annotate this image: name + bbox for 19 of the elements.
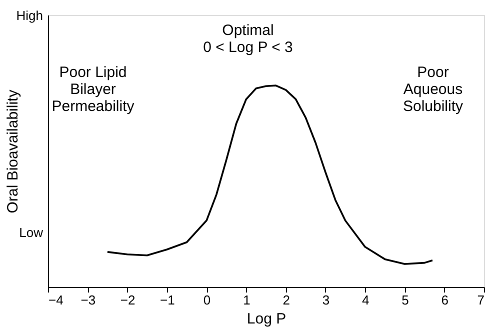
x-tick-label: 1 — [243, 292, 250, 308]
annotation: Poor Aqueous Solubility — [402, 64, 464, 115]
y-axis-title: Oral Bioavailability — [4, 89, 22, 214]
x-tick-label: −2 — [120, 292, 136, 308]
text: Optimal 0 < Log P < 3 — [203, 22, 293, 56]
x-tick-label: 2 — [282, 292, 290, 308]
x-tick-label: 4 — [362, 292, 370, 308]
x-tick-label: 7 — [477, 292, 484, 308]
x-tick-label: 3 — [322, 292, 330, 308]
text: Low — [19, 225, 44, 240]
text: High — [16, 8, 43, 23]
x-tick-label: 0 — [203, 292, 211, 308]
x-axis-title: Log P — [246, 310, 286, 328]
annotation: Poor Lipid Bilayer Permeability — [52, 64, 135, 115]
x-tick-label: 5 — [402, 292, 409, 308]
x-tick-label: −3 — [80, 292, 96, 308]
x-tick-label: 6 — [441, 292, 448, 308]
x-tick-label: −4 — [48, 292, 64, 308]
x-tick-label: −1 — [160, 292, 175, 308]
